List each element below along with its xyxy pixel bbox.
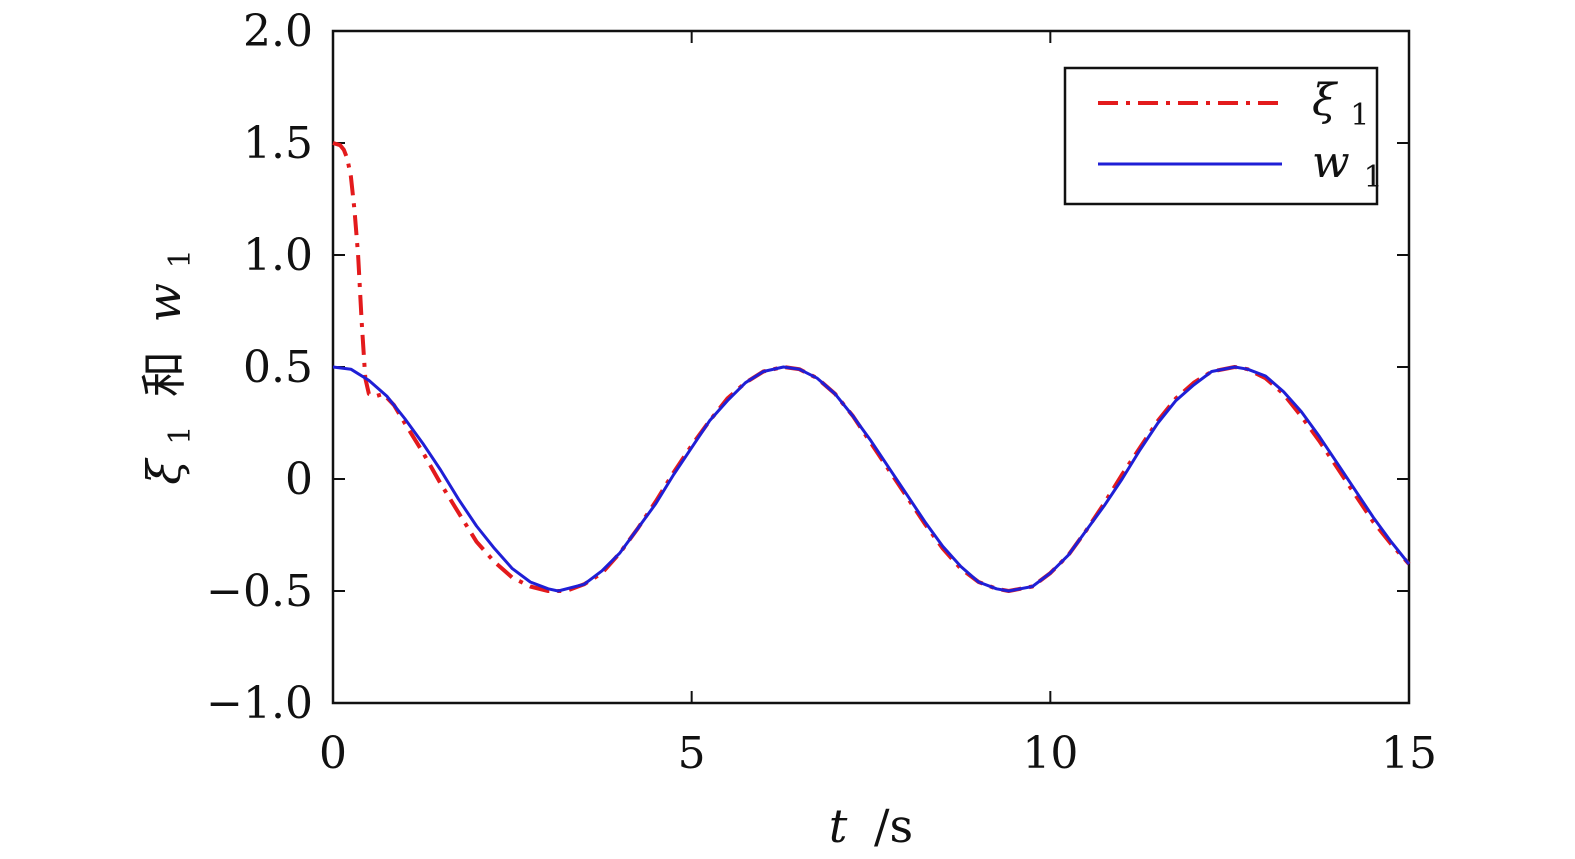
x-axis-unit: /s [874,799,913,853]
y-axis-symbol-2: w [137,283,191,322]
x-tick-label: 15 [1381,728,1437,779]
x-tick-label: 10 [1022,728,1078,779]
legend-subscript-xi: 1 [1350,98,1369,133]
y-tick-label: −1.0 [206,678,313,729]
y-axis-symbol-1: ξ [137,457,191,485]
x-tick-label: 5 [678,728,706,779]
y-axis-subscript-2: 1 [163,249,198,268]
y-tick-label: 1.0 [243,230,313,281]
legend-symbol-xi: ξ [1312,75,1339,126]
legend-subscript-w: 1 [1364,160,1383,195]
legend: ξ 1 w 1 [1063,66,1383,206]
y-tick-label: 0.5 [243,342,313,393]
x-axis-variable: t [829,799,848,853]
x-axis-label: t /s [829,799,913,853]
y-axis-subscript-1: 1 [163,426,198,445]
legend-box [1063,66,1379,206]
y-tick-label: −0.5 [206,566,313,617]
y-axis-conjunction: 和 [137,351,191,397]
y-tick-label: 1.5 [243,118,313,169]
series-line-ξ1 [332,141,1411,593]
series-layer [332,141,1411,593]
x-tick-label: 0 [319,728,347,779]
y-tick-labels: −1.0 −0.5 0 0.5 1.0 1.5 2.0 [206,6,313,729]
y-axis-label: ξ 1 和 w 1 [137,249,201,484]
x-tick-labels: 0 5 10 15 [319,728,1437,779]
axis-ticks [332,30,1410,704]
y-tick-label: 2.0 [243,6,313,57]
legend-symbol-w: w [1312,137,1350,188]
series-line-w1 [332,365,1411,593]
legend-label-w1: w 1 [1312,137,1383,195]
legend-label-xi1: ξ 1 [1312,75,1369,133]
y-tick-label: 0 [285,454,313,505]
